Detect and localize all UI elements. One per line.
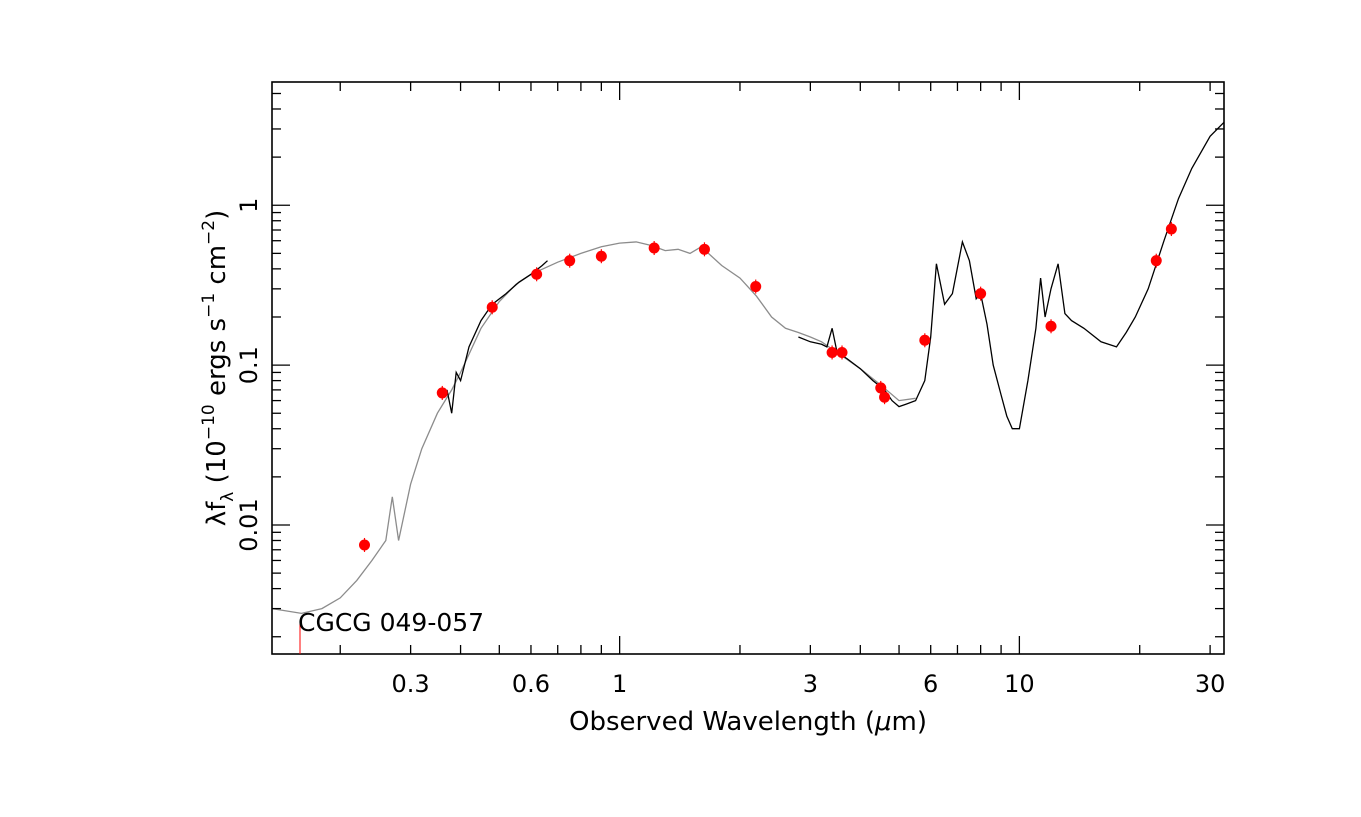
x-tick-label: 6 bbox=[923, 670, 938, 698]
photometry-point bbox=[836, 346, 848, 358]
x-tick-label: 1 bbox=[612, 670, 627, 698]
x-tick-labels: 0.3 0.6 1 3 6 10 30 bbox=[392, 670, 1226, 698]
photometry-point bbox=[919, 334, 931, 346]
photometry-point bbox=[358, 539, 370, 551]
photometry-point bbox=[486, 301, 498, 313]
photometry-point bbox=[564, 255, 576, 267]
photometry-point bbox=[975, 288, 987, 300]
photometry-point bbox=[750, 281, 762, 293]
plot-area bbox=[271, 121, 1225, 615]
y-axis-label: λfλ (10−10 ergs s−1 cm−2) bbox=[199, 210, 238, 527]
photometry-point bbox=[826, 346, 838, 358]
photometry-point bbox=[875, 382, 887, 394]
spectrum-segment-2 bbox=[798, 121, 1225, 430]
x-tick-label: 10 bbox=[1004, 670, 1035, 698]
photometry-point bbox=[1045, 320, 1057, 332]
x-tick-label: 0.3 bbox=[392, 670, 430, 698]
y-tick-labels: 0.01 0.1 1 bbox=[235, 198, 263, 552]
plot-frame bbox=[271, 81, 1225, 655]
photometry-point bbox=[648, 242, 660, 254]
x-tick-label: 30 bbox=[1195, 670, 1226, 698]
object-label: CGCG 049-057 bbox=[298, 608, 484, 637]
photometry-point bbox=[595, 250, 607, 262]
axis-ticks bbox=[272, 82, 1224, 654]
photometry-point bbox=[436, 387, 448, 399]
photometry-point bbox=[1165, 223, 1177, 235]
y-tick-label: 0.1 bbox=[235, 346, 263, 384]
photometry-point bbox=[531, 268, 543, 280]
x-tick-label: 3 bbox=[803, 670, 818, 698]
y-tick-label: 1 bbox=[235, 198, 263, 213]
photometry-point bbox=[879, 391, 891, 403]
photometry-point bbox=[1150, 255, 1162, 267]
x-tick-label: 0.6 bbox=[512, 670, 550, 698]
model-curve bbox=[271, 241, 916, 615]
x-axis-label: Observed Wavelength (μm) bbox=[569, 707, 927, 737]
photometry-point bbox=[698, 243, 710, 255]
y-tick-label: 0.01 bbox=[235, 498, 263, 551]
